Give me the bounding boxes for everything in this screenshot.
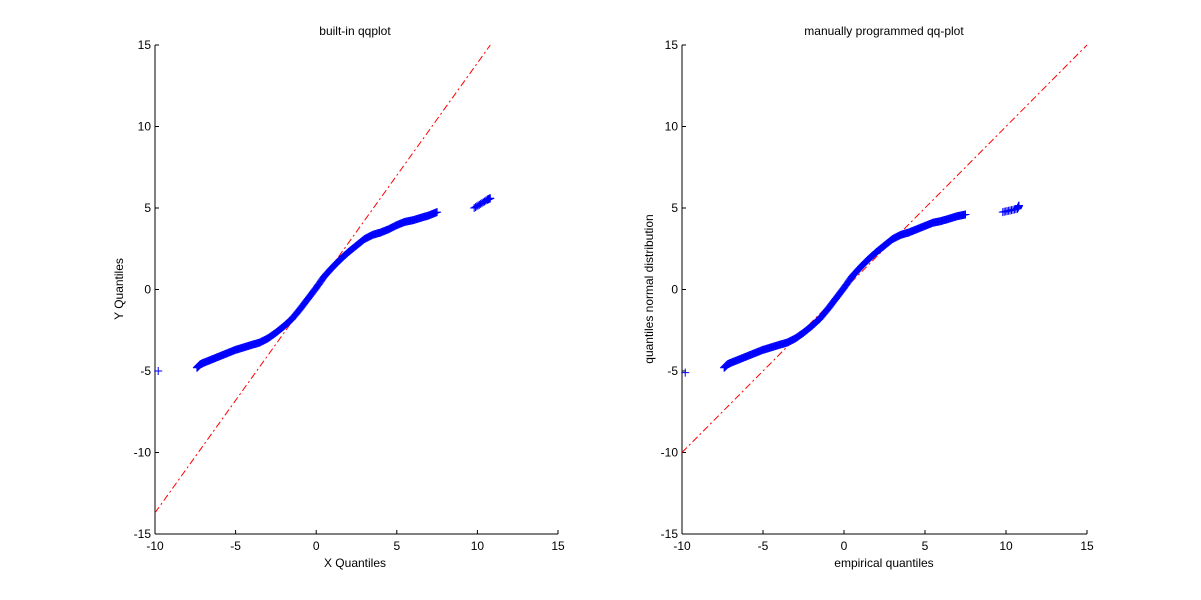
data-point-dense — [293, 307, 302, 316]
data-point — [154, 367, 163, 375]
data-point-dense — [432, 208, 441, 217]
x-axis-label: empirical quantiles — [834, 556, 933, 570]
data-point-dense — [960, 210, 969, 219]
qqplot-left-chart: built-in qqplot X Quantiles Y Quantiles … — [112, 24, 565, 570]
x-tick-label: -5 — [758, 539, 769, 553]
y-tick-label: 15 — [138, 38, 152, 52]
x-tick-label: 5 — [393, 539, 400, 553]
x-tick-label: 10 — [471, 539, 485, 553]
x-tick-label: 10 — [999, 539, 1013, 553]
y-tick-label: -15 — [661, 527, 679, 541]
y-tick-label: -10 — [134, 446, 152, 460]
data-point — [681, 368, 690, 377]
y-tick-label: 10 — [138, 120, 152, 134]
data-point-dense — [1014, 201, 1023, 210]
x-tick-label: -10 — [146, 539, 164, 553]
chart-title: manually programmed qq-plot — [804, 24, 964, 38]
y-tick-label: -5 — [140, 364, 151, 378]
data-point-dense — [325, 266, 334, 275]
y-tick-label: 15 — [665, 38, 679, 52]
y-tick-label: -5 — [667, 364, 678, 378]
y-tick-label: 0 — [671, 283, 678, 297]
y-tick-label: -15 — [134, 527, 152, 541]
y-axis-label: Y Quantiles — [112, 258, 126, 320]
data-point-dense — [309, 287, 318, 296]
data-point-dense — [853, 266, 862, 275]
data-point-dense — [301, 297, 310, 306]
x-tick-label: -5 — [230, 539, 241, 553]
data-point-dense — [821, 307, 830, 316]
y-tick-label: 5 — [671, 201, 678, 215]
y-tick-label: -10 — [661, 446, 679, 460]
data-point-dense — [485, 194, 494, 203]
data-point-dense — [333, 257, 342, 266]
x-tick-label: 5 — [922, 539, 929, 553]
x-tick-label: 15 — [551, 539, 565, 553]
data-point-dense — [861, 257, 870, 266]
x-tick-label: 0 — [313, 539, 320, 553]
data-point-dense — [813, 317, 822, 326]
y-axis-label: quantiles normal distribution — [642, 214, 656, 363]
x-tick-label: 0 — [841, 539, 848, 553]
x-axis-label: X Quantiles — [324, 556, 386, 570]
data-point-dense — [285, 317, 294, 326]
data-point-dense — [837, 287, 846, 296]
chart-title: built-in qqplot — [319, 24, 391, 38]
x-tick-label: 15 — [1080, 539, 1094, 553]
data-point-dense — [829, 297, 838, 306]
y-tick-label: 0 — [144, 283, 151, 297]
qqplot-right-chart: manually programmed qq-plot empirical qu… — [642, 24, 1094, 570]
y-tick-label: 10 — [665, 120, 679, 134]
y-tick-label: 5 — [144, 201, 151, 215]
x-tick-label: -10 — [673, 539, 691, 553]
